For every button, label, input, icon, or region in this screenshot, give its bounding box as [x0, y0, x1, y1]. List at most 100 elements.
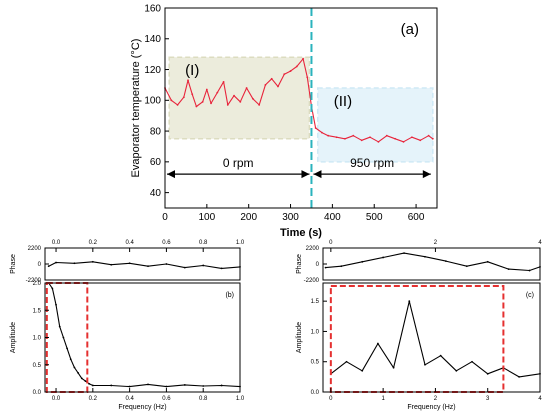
b_amplitude-highlight-box: [45, 282, 89, 393]
c_amplitude-y-tick-label: 0.0: [311, 390, 320, 396]
a-y-axis-label: Evaporator temperature (°C): [130, 39, 142, 178]
c_phase-data-point: [340, 265, 343, 268]
a-data-point: [258, 104, 261, 106]
c_amplitude-panel-label: (c): [526, 292, 534, 299]
a-data-point: [289, 70, 292, 72]
a-data-point: [335, 136, 338, 139]
a-data-point: [369, 136, 371, 139]
c_phase-data-point: [403, 252, 405, 254]
c_phase-data-point: [528, 269, 531, 272]
c_amplitude-y-tick-label: 1.5: [311, 299, 320, 305]
c_amplitude-data-point: [439, 354, 442, 357]
b_phase-y-tick-label: 2200: [28, 246, 42, 252]
a-y-tick-label: 160: [144, 3, 161, 14]
a-data-point: [270, 77, 273, 80]
b_phase-series-line-0: [48, 261, 241, 269]
c_phase-series-line-0: [325, 252, 541, 272]
b_amplitude-y-tick-label: 0.0: [33, 390, 42, 396]
a-region-label-1: (II): [334, 93, 352, 110]
b_phase-y-axis-label: Phase: [10, 254, 17, 274]
b_amplitude-data-point: [80, 377, 83, 380]
a-data-point: [385, 134, 388, 137]
b_phase-data-point: [110, 263, 113, 266]
c_amplitude-data-point: [455, 369, 458, 372]
b_amplitude-x-tick-label: 0.2: [89, 396, 98, 402]
c_amplitude-x-tick-label: 0: [329, 396, 333, 402]
c_amplitude-data-point: [424, 363, 426, 366]
b_amplitude-data-point: [55, 303, 57, 306]
c_phase-y-axis-label: Phase: [296, 254, 303, 274]
b_amplitude-series-line-0: [48, 282, 241, 388]
c_amplitude-x-tick-label: 2: [434, 396, 438, 402]
a-x-axis-label: Time (s): [280, 227, 322, 239]
b_phase-x-tick-label: 0.6: [162, 240, 171, 246]
b_phase-x-tick-label: 0.4: [125, 240, 134, 246]
c_phase-data-point: [486, 260, 489, 263]
a-data-point: [191, 93, 194, 96]
b_amplitude-x-tick-label: 0.4: [125, 396, 134, 402]
a-data-point: [277, 85, 279, 88]
b_amplitude-y-tick-label: 2.0: [33, 281, 42, 287]
b_amplitude-data-point: [202, 385, 205, 387]
c_amplitude-data-point: [518, 375, 520, 378]
b_amplitude-x-tick-label: 0.8: [199, 396, 208, 402]
b_amplitude-data-point: [128, 385, 131, 388]
b_phase-data-point: [47, 265, 50, 268]
c_amplitude-x-tick-label: 1: [381, 396, 385, 402]
b_amplitude-plot-frame: [44, 282, 241, 393]
b_phase-data-point: [202, 264, 205, 267]
c_phase-data-point: [507, 268, 510, 270]
a-data-point: [377, 140, 380, 143]
b_amplitude-data-point: [69, 358, 72, 361]
b_phase-data-point: [73, 262, 76, 265]
a-annotation-label-0: 0 rpm: [223, 156, 254, 170]
c_amplitude-x-axis-label: Frequency (Hz): [407, 404, 455, 411]
a-y-tick-label: 40: [150, 188, 162, 199]
c_amplitude-data-point: [408, 300, 411, 303]
b_amplitude-data-point: [220, 384, 223, 387]
a-x-tick-label: 200: [240, 212, 257, 223]
a-arrowhead-left-0: [167, 170, 175, 179]
c_amplitude-plot-frame: [322, 282, 541, 393]
b_amplitude-y-axis-label: Amplitude: [10, 322, 17, 353]
a-x-tick-label: 400: [324, 212, 341, 223]
c_phase-data-point: [424, 255, 426, 258]
a-annotation-label-1: 950 rpm: [350, 156, 394, 170]
c_amplitude-data-point: [377, 342, 379, 345]
c_phase-x-tick-label: 4: [538, 240, 542, 246]
a-data-point: [321, 131, 323, 134]
a-data-point: [419, 139, 422, 142]
b_phase-data-point: [183, 266, 186, 269]
a-data-point: [283, 73, 286, 76]
b_phase-data-point: [165, 263, 168, 265]
a-region-1: [316, 87, 434, 163]
a-data-point: [352, 134, 355, 137]
a-data-point: [182, 96, 185, 99]
c_amplitude-data-point: [392, 366, 395, 369]
c_phase-data-point: [361, 260, 364, 263]
a-y-tick-label: 140: [144, 34, 161, 45]
b_amplitude-data-point: [183, 384, 186, 386]
c_phase-y-tick-label: -2200: [304, 278, 320, 284]
a-data-point: [264, 84, 267, 86]
c_amplitude-data-point: [471, 360, 473, 363]
a-data-point: [239, 100, 242, 103]
a-data-point: [233, 94, 235, 97]
c_amplitude-data-point: [486, 372, 489, 375]
b_phase-y-tick-label: -2200: [26, 278, 42, 284]
c_phase-data-point: [465, 265, 468, 268]
a-data-point: [327, 134, 330, 137]
a-panel-label: (a): [401, 21, 419, 38]
b_phase-x-tick-label: 0.0: [52, 240, 61, 246]
a-data-point: [295, 65, 298, 68]
a-plot-frame: [164, 7, 438, 209]
a-data-point: [314, 127, 317, 129]
b_amplitude-panel-label: (b): [225, 292, 234, 299]
b_phase-x-tick-label: 1.0: [236, 240, 245, 246]
c_amplitude-y-tick-label: 0.5: [311, 360, 320, 366]
b_amplitude-data-point: [147, 383, 149, 386]
b_amplitude-data-point: [91, 384, 94, 387]
b_amplitude-data-point: [77, 372, 80, 374]
a-y-tick-label: 60: [150, 157, 162, 168]
c_phase-data-point: [382, 256, 385, 259]
